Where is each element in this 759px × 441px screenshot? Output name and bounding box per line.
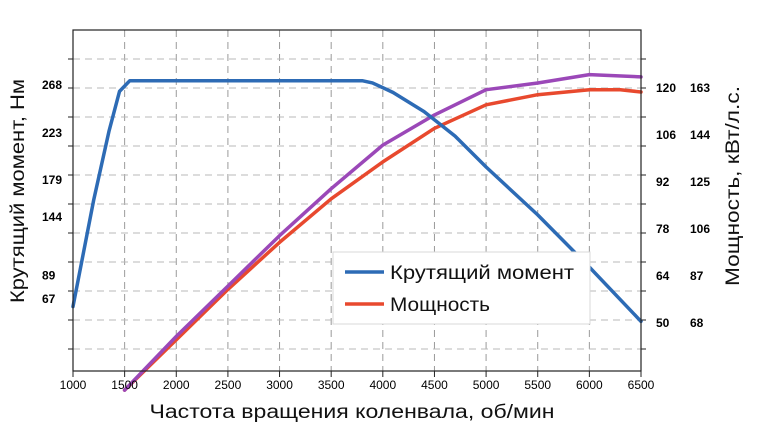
- x-tick-label: 1500: [111, 378, 138, 392]
- right-tick-label-kw: 50: [656, 316, 670, 330]
- x-tick-label: 3500: [318, 378, 345, 392]
- x-tick-label: 5500: [524, 378, 551, 392]
- x-tick-label: 2000: [163, 378, 190, 392]
- series-line-torque: [71, 78, 643, 324]
- left-tick-label: 89: [42, 269, 56, 283]
- right-tick-label-hp: 125: [690, 175, 710, 189]
- x-axis-ticks: 1000 1500 2000 2500 3000 3500 4000 4500 5000 5500…: [60, 371, 655, 392]
- left-axis-label: Крутящий момент, Нм: [8, 79, 29, 303]
- left-tick-label: 223: [42, 126, 62, 140]
- x-tick-label: 2500: [215, 378, 242, 392]
- plot-frame: [72, 29, 642, 372]
- x-tick-label: 3000: [266, 378, 293, 392]
- left-tick-label: 144: [42, 210, 62, 224]
- series-line-power-alt: [122, 72, 643, 392]
- legend-box: [332, 251, 591, 325]
- left-tick-label: 179: [42, 173, 62, 187]
- legend-label-torque: Крутящий момент: [390, 263, 574, 284]
- series-lines: [71, 72, 643, 392]
- right-tick-label-kw: 64: [656, 269, 670, 283]
- right-axis-label: Мощность, кВт/л.с.: [723, 86, 744, 286]
- right-tick-label-kw: 120: [656, 81, 676, 95]
- right-tick-label-kw: 106: [656, 128, 676, 142]
- x-axis-label: Частота вращения коленвала, об/мин: [150, 402, 555, 423]
- right-axis-ticks: 120 163 106 144 92 125 78 106 64 87 50 68: [641, 58, 710, 350]
- left-tick-label: 268: [42, 78, 62, 92]
- x-tick-label: 1000: [60, 378, 87, 392]
- x-tick-label: 4000: [369, 378, 396, 392]
- right-tick-label-hp: 144: [690, 128, 710, 142]
- left-tick-label: 67: [42, 292, 56, 306]
- legend-label-power: Мощность: [390, 295, 490, 316]
- right-tick-label-hp: 87: [690, 269, 704, 283]
- x-tick-label: 6500: [628, 378, 655, 392]
- left-axis-ticks: 268 223 179 144 89 67: [42, 58, 73, 350]
- series-line-power: [122, 87, 643, 392]
- right-tick-label-kw: 78: [656, 222, 670, 236]
- x-tick-label: 5000: [473, 378, 500, 392]
- legend: Крутящий момент Мощность: [332, 251, 591, 325]
- right-tick-label-kw: 92: [656, 175, 670, 189]
- right-tick-label-hp: 68: [690, 316, 704, 330]
- right-tick-label-hp: 106: [690, 222, 710, 236]
- x-tick-label: 4500: [421, 378, 448, 392]
- right-tick-label-hp: 163: [690, 81, 710, 95]
- x-tick-label: 6000: [576, 378, 603, 392]
